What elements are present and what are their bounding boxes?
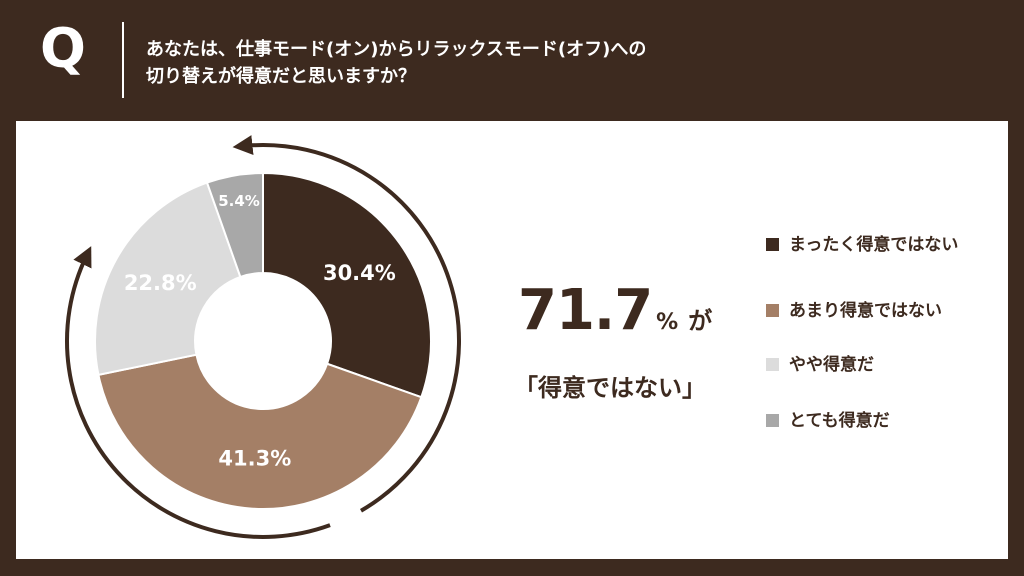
question-text: あなたは、仕事モード(オン)からリラックスモード(オフ)への 切り替えが得意だと…: [146, 36, 906, 90]
legend-item-4: とても得意だ: [766, 406, 890, 431]
pie-slice-3: [94, 181, 242, 377]
legend-item-3: やや得意だ: [766, 350, 874, 375]
legend-item-1: まったく得意ではない: [766, 230, 958, 255]
header-divider: [122, 22, 124, 98]
slice-value-label-4: 5.4%: [218, 192, 260, 210]
legend-swatch-2: [766, 304, 779, 317]
summary-number: 71.7: [518, 278, 653, 343]
pie-slice-1: [262, 171, 432, 399]
legend-swatch-3: [766, 358, 779, 371]
legend-item-2: あまり得意ではない: [766, 296, 942, 321]
arrow-top-icon: [232, 135, 461, 513]
arrow-bottom-icon: [65, 246, 331, 539]
legend-label-2: あまり得意ではない: [789, 301, 942, 321]
slice-value-label-3: 22.8%: [124, 271, 197, 295]
pie-slice-4: [205, 171, 264, 279]
summary-percent: %: [656, 310, 679, 335]
legend-swatch-4: [766, 414, 779, 427]
legend-label-1: まったく得意ではない: [789, 235, 959, 255]
question-line-1: あなたは、仕事モード(オン)からリラックスモード(オフ)への: [146, 39, 647, 60]
summary-figure: 71.7% が: [518, 278, 712, 343]
summary-quote: 「得意ではない」: [514, 374, 706, 402]
pie-slice-2: [97, 353, 423, 510]
question-line-2: 切り替えが得意だと思いますか？: [146, 66, 416, 87]
question-letter: Q: [40, 17, 86, 80]
legend-label-3: やや得意だ: [789, 355, 874, 375]
slice-value-label-2: 41.3%: [218, 447, 291, 471]
slice-value-label-1: 30.4%: [323, 261, 396, 285]
summary-particle: が: [688, 307, 713, 335]
legend-label-4: とても得意だ: [789, 411, 890, 431]
legend-swatch-1: [766, 238, 779, 251]
